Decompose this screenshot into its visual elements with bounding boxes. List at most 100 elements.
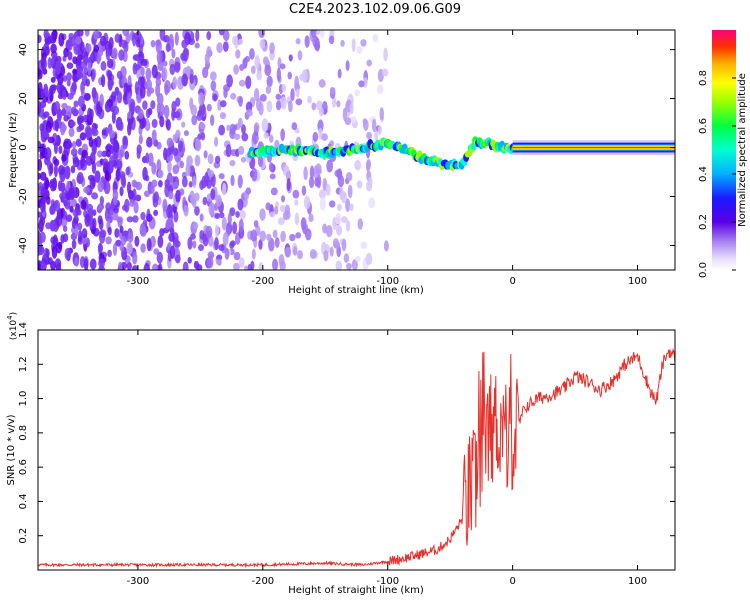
spectrogram-noise-cell xyxy=(92,209,97,217)
spectrogram-noise-cell xyxy=(155,83,161,98)
spectrogram-noise-cell xyxy=(53,141,58,155)
spectrogram-noise-cell xyxy=(175,97,181,107)
spectrogram-noise-cell xyxy=(347,184,353,199)
spectrogram-noise-cell xyxy=(85,43,92,53)
spectrogram-noise-cell xyxy=(167,160,172,173)
spectrogram-noise-cell xyxy=(239,64,245,72)
spectrogram-noise-cell xyxy=(269,211,276,218)
spectrogram-noise-cell xyxy=(336,168,343,180)
spectrogram-noise-cell xyxy=(134,235,140,247)
spectrogram-noise-cell xyxy=(295,98,303,106)
spectrogram-noise-cell xyxy=(241,132,249,142)
spectrogram-noise-cell xyxy=(221,182,227,196)
spectrogram-noise-cell xyxy=(269,42,275,54)
spectrogram-noise-cell xyxy=(74,225,79,237)
spectrogram-noise-cell xyxy=(70,165,76,174)
spectrogram-noise-cell xyxy=(112,243,118,256)
spectrogram-noise-cell xyxy=(127,111,132,119)
spectrogram-noise-cell xyxy=(155,39,162,47)
spectrogram-noise-cell xyxy=(191,114,198,126)
spectrogram-noise-cell xyxy=(162,198,168,213)
spectrogram-noise-cell xyxy=(259,208,266,221)
snr-x-axis-label: Height of straight line (km) xyxy=(288,585,424,596)
spectrogram-noise-cell xyxy=(119,243,125,252)
spectrogram-noise-cell xyxy=(99,263,104,270)
spectrogram-noise-cell xyxy=(119,186,124,197)
spectrogram-noise-cell xyxy=(328,200,336,208)
spectrogram-noise-cell xyxy=(238,79,246,87)
spectrogram-noise-cell xyxy=(356,46,363,54)
spectrogram-noise-cell xyxy=(194,192,200,202)
spectrogram-noise-cell xyxy=(66,62,74,69)
spectrogram-noise-cell xyxy=(280,195,286,203)
snr-x-tick-label: -300 xyxy=(127,576,150,587)
spectrogram-noise-cell xyxy=(226,124,231,131)
spectrogram-noise-cell xyxy=(258,30,265,36)
spectrogram-noise-cell xyxy=(149,184,155,195)
spectrogram-noise-cell xyxy=(111,212,119,221)
spectrogram-noise-cell xyxy=(219,212,225,219)
spectrogram-noise-cell xyxy=(118,49,125,61)
spectrogram-noise-cell xyxy=(209,71,217,81)
spectrogram-carrier-band xyxy=(512,146,675,149)
spectrogram-noise-cell xyxy=(301,69,308,83)
spectrogram-noise-cell xyxy=(42,111,50,118)
colorbar-tick-label: 0.2 xyxy=(698,214,709,230)
spectrogram-noise-cell xyxy=(95,135,102,148)
spectrogram-noise-cell xyxy=(138,134,143,145)
spectrogram-x-tick-label: -100 xyxy=(376,276,399,287)
spectrogram-noise-cell xyxy=(300,217,307,231)
spectrogram-noise-cell xyxy=(166,217,174,229)
spectrogram-noise-cell xyxy=(363,119,369,131)
spectrogram-noise-cell xyxy=(97,180,104,193)
spectrogram-noise-cell xyxy=(67,51,73,61)
spectrogram-noise-cell xyxy=(314,177,320,187)
spectrogram-noise-cell xyxy=(318,107,324,117)
spectrogram-noise-cell xyxy=(256,69,262,81)
spectrogram-noise-cell xyxy=(77,222,83,231)
spectrogram-noise-cell xyxy=(75,138,82,147)
spectrogram-x-tick-label: -300 xyxy=(127,276,150,287)
spectrogram-noise-cell xyxy=(187,257,192,264)
spectrogram-noise-cell xyxy=(229,160,236,167)
spectrogram-noise-cell xyxy=(218,124,226,136)
spectrogram-noise-cell xyxy=(257,155,264,168)
spectrogram-noise-cell xyxy=(131,265,139,270)
spectrogram-noise-cell xyxy=(181,176,188,188)
spectrogram-noise-cell xyxy=(181,39,188,49)
spectrogram-noise-cell xyxy=(341,238,347,252)
spectrogram-noise-cell xyxy=(105,236,112,245)
spectrogram-noise-cell xyxy=(109,144,114,154)
spectrogram-noise-cell xyxy=(230,174,235,187)
spectrogram-noise-cell xyxy=(357,218,364,230)
spectrogram-noise-cell xyxy=(175,129,181,139)
spectrogram-noise-cell xyxy=(360,39,367,47)
spectrogram-noise-cell xyxy=(206,46,212,59)
spectrogram-noise-cell xyxy=(125,84,132,92)
spectrogram-noise-cell xyxy=(146,136,153,148)
spectrogram-noise-cell xyxy=(157,60,164,72)
spectrogram-noise-cell xyxy=(67,187,75,201)
spectrogram-noise-cell xyxy=(163,104,170,119)
spectrogram-noise-cell xyxy=(140,211,146,221)
spectrogram-noise-cell xyxy=(249,48,255,60)
spectrogram-noise-cell xyxy=(354,89,360,97)
spectrogram-noise-cell xyxy=(165,119,171,131)
spectrogram-noise-cell xyxy=(80,81,85,95)
spectrogram-noise-cell xyxy=(132,32,137,47)
spectrogram-noise-cell xyxy=(61,182,66,193)
spectrogram-noise-cell xyxy=(269,173,276,180)
spectrogram-noise-cell xyxy=(172,164,180,175)
spectrogram-noise-cell xyxy=(312,131,319,142)
spectrogram-noise-cell xyxy=(199,122,206,130)
spectrogram-noise-cell xyxy=(38,230,41,241)
spectrogram-noise-cell xyxy=(295,38,301,45)
spectrogram-noise-cell xyxy=(99,35,107,47)
spectrogram-noise-cell xyxy=(120,173,126,187)
spectrogram-noise-cell xyxy=(55,214,63,227)
spectrogram-noise-cell xyxy=(277,217,285,226)
spectrogram-noise-cell xyxy=(245,187,252,195)
spectrogram-noise-cell xyxy=(252,131,259,145)
snr-y-tick-label: 1.0 xyxy=(18,391,29,407)
